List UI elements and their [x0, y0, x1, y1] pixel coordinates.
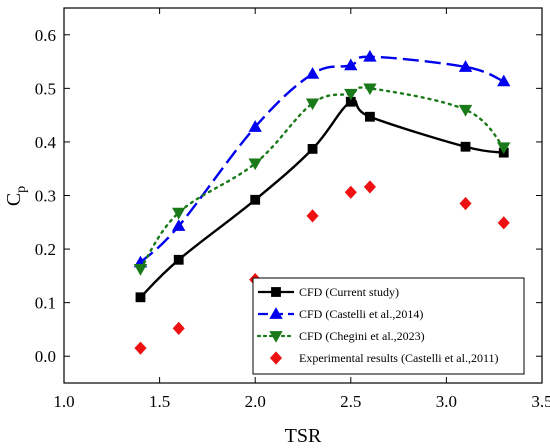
data-point — [344, 185, 357, 199]
data-point — [133, 263, 148, 276]
data-point — [172, 219, 186, 231]
y-tick-label: 0.4 — [35, 133, 57, 152]
data-point — [172, 321, 185, 335]
legend-item: CFD (Current study) — [258, 285, 399, 299]
legend-marker — [269, 351, 283, 365]
svg-text:Cp: Cp — [3, 186, 29, 206]
legend-marker — [269, 307, 283, 319]
series-3 — [133, 83, 511, 276]
legend-marker — [271, 287, 281, 297]
data-point — [305, 67, 320, 79]
y-tick-label: 0.1 — [35, 294, 56, 313]
y-tick-label: 0.0 — [35, 347, 56, 366]
x-tick-label: 1.0 — [53, 392, 74, 411]
data-point — [248, 120, 262, 132]
legend-label: Experimental results (Castelli et al.,20… — [299, 351, 499, 365]
legend-label: CFD (Castelli et al.,2014) — [299, 307, 423, 321]
x-tick-label: 3.5 — [531, 392, 550, 411]
y-tick-label: 0.6 — [35, 26, 56, 45]
data-point — [363, 180, 376, 194]
series-4 — [134, 180, 510, 355]
series-layer — [133, 49, 511, 355]
legend: CFD (Current study) CFD (Castelli et al.,… — [252, 277, 525, 375]
legend-box — [252, 277, 525, 375]
data-point — [363, 49, 377, 62]
data-point — [497, 216, 510, 230]
data-point — [172, 207, 186, 220]
legend-label: CFD (Chegini et al.,2023) — [299, 329, 425, 343]
data-point — [459, 196, 472, 211]
data-point — [458, 104, 473, 117]
data-point — [134, 341, 147, 355]
data-point — [306, 209, 319, 223]
x-axis-label: TSR — [285, 425, 322, 447]
data-point — [250, 194, 261, 205]
x-tick-label: 1.5 — [149, 392, 170, 411]
legend-item: Experimental results (Castelli et al.,20… — [269, 351, 499, 365]
data-point — [497, 142, 511, 155]
data-point — [173, 254, 184, 265]
data-point — [135, 292, 146, 303]
legend-item: CFD (Chegini et al.,2023) — [256, 329, 425, 343]
series-2 — [133, 49, 511, 268]
series-line — [139, 55, 505, 264]
series-line — [139, 86, 505, 271]
y-axis-label: Cp — [3, 186, 29, 206]
y-tick-label: 0.2 — [35, 240, 56, 259]
y-tick-label: 0.5 — [35, 79, 56, 98]
x-tick-label: 2.5 — [340, 392, 361, 411]
data-point — [307, 143, 318, 154]
x-tick-label: 2.0 — [245, 392, 266, 411]
data-point — [497, 74, 511, 87]
data-point — [305, 98, 320, 111]
data-point — [363, 83, 377, 96]
x-tick-label: 3.0 — [436, 392, 457, 411]
data-point — [458, 60, 473, 72]
y-axis-label-subscript: p — [14, 186, 29, 193]
series-line — [139, 99, 504, 299]
legend-item: CFD (Castelli et al.,2014) — [258, 307, 423, 321]
legend-label: CFD (Current study) — [299, 285, 399, 299]
data-point — [344, 88, 358, 101]
series-1 — [135, 96, 509, 303]
data-point — [365, 111, 375, 122]
y-axis-label-main: C — [3, 193, 25, 206]
data-point — [460, 141, 471, 152]
axis-ticks: 1.0 1.5 2.0 2.5 3.0 3.5 0.0 0.1 0.2 0.3 0.4 0.5 0.6 — [35, 8, 550, 411]
data-point — [344, 58, 358, 71]
y-tick-label: 0.3 — [35, 187, 56, 206]
data-point — [248, 158, 262, 171]
legend-marker — [269, 331, 283, 343]
